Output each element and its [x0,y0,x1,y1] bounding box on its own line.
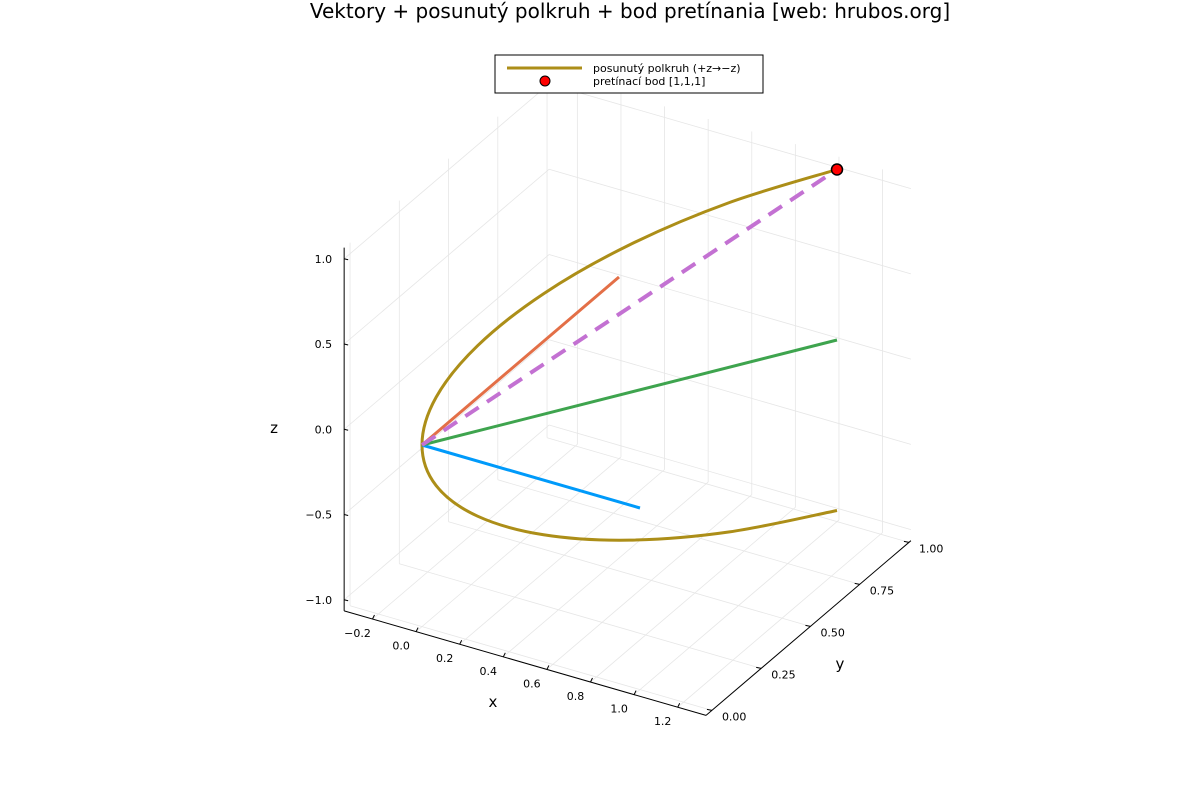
x-tick [415,627,419,632]
y-tick-label: 0.25 [771,668,796,681]
z-tick [344,428,349,431]
gridline-y-floor [497,479,860,585]
y-axis-line [705,540,912,716]
x-tick [677,702,681,708]
gridline-z-back [548,168,912,275]
z-tick-label: 1.0 [315,253,333,266]
x-tick-label: 0.2 [436,652,454,665]
x-tick-label: 0.0 [392,640,410,653]
z-tick-label: −1.0 [305,594,332,607]
x-tick-label: 0.6 [523,677,541,690]
x-tick-label: 1.0 [610,703,628,716]
gridlines [343,74,912,711]
y-tick-label: 1.00 [919,542,944,555]
gridline-x-floor [633,519,840,695]
gridline-z-back [548,254,912,360]
gridline-z-back [548,83,912,189]
gridline-y-floor [448,521,811,627]
gridline-y-floor [546,437,910,543]
gridline-z-left [343,254,550,430]
x-tick [372,614,375,620]
y-tick-label: 0.00 [722,710,747,723]
y-tick [706,708,713,711]
vector-1 [421,275,620,447]
gridline-y-floor [349,605,713,711]
gridline-z-back [548,339,912,445]
z-tick [344,599,349,602]
y-tick [854,582,860,585]
x-tick [459,639,463,645]
x-tick-label: 0.4 [480,665,498,678]
z-axis-label: z [270,419,278,437]
x-tick-label: 0.8 [567,690,585,703]
z-tick-label: 0.0 [315,423,333,436]
legend-swatch-point [539,75,551,87]
y-tick [805,624,811,627]
vector-3 [420,167,839,447]
vector-0 [421,443,641,510]
z-tick [344,514,349,516]
intersection-point [830,163,844,176]
gridline-x-floor [372,443,578,620]
gridline-x-floor [459,469,665,645]
y-tick [903,540,910,543]
legend-box [494,54,764,94]
x-tick-label: 1.2 [654,715,672,728]
z-tick [344,258,349,261]
gridline-x-floor [677,532,883,708]
gridline-y-floor [399,563,762,669]
x-tick [502,652,506,658]
x-tick [633,690,637,695]
gridline-x-floor [415,456,622,632]
gridline-z-left [343,168,550,345]
z-tick [344,343,349,346]
gridline-x-floor [503,481,709,658]
y-tick [756,666,762,669]
legend: posunutý polkruh (+z→−z) pretínací bod [… [494,54,764,94]
y-tick-label: 0.75 [870,584,895,597]
x-tick [546,665,550,670]
y-axis-label: y [836,655,845,673]
x-axis-line [344,610,707,716]
x-axis-label: x [489,693,498,711]
gridline-z-back [548,424,912,530]
legend-label-curve: posunutý polkruh (+z→−z) [593,62,741,75]
vector-2 [421,338,838,447]
x-tick-label: −0.2 [344,627,371,640]
chart-title: Vektory + posunutý polkruh + bod pretína… [310,0,950,23]
gridline-x-floor [590,506,796,683]
legend-label-point: pretínací bod [1,1,1] [593,75,705,88]
gridline-z-left [343,424,550,601]
y-tick-label: 0.50 [820,626,845,639]
gridline-z-left [343,83,550,260]
gridline-x-floor [546,494,753,670]
x-tick [590,677,593,683]
data-marks [420,163,844,542]
axes: −0.2 0.0 0.2 0.4 0.6 0.8 1.0 1.2 0.00 0.25 0.50 0.7… [305,247,944,728]
z-tick-label: 0.5 [315,338,333,351]
z-tick-label: −0.5 [305,509,332,522]
